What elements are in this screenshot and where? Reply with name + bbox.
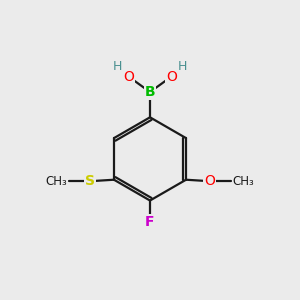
Text: B: B (145, 85, 155, 99)
Text: H: H (112, 60, 122, 73)
Text: S: S (85, 174, 95, 188)
Text: F: F (145, 215, 155, 229)
Text: H: H (178, 60, 188, 73)
Text: O: O (204, 174, 215, 188)
Text: CH₃: CH₃ (233, 175, 254, 188)
Text: O: O (166, 70, 177, 84)
Text: CH₃: CH₃ (46, 175, 67, 188)
Text: O: O (123, 70, 134, 84)
